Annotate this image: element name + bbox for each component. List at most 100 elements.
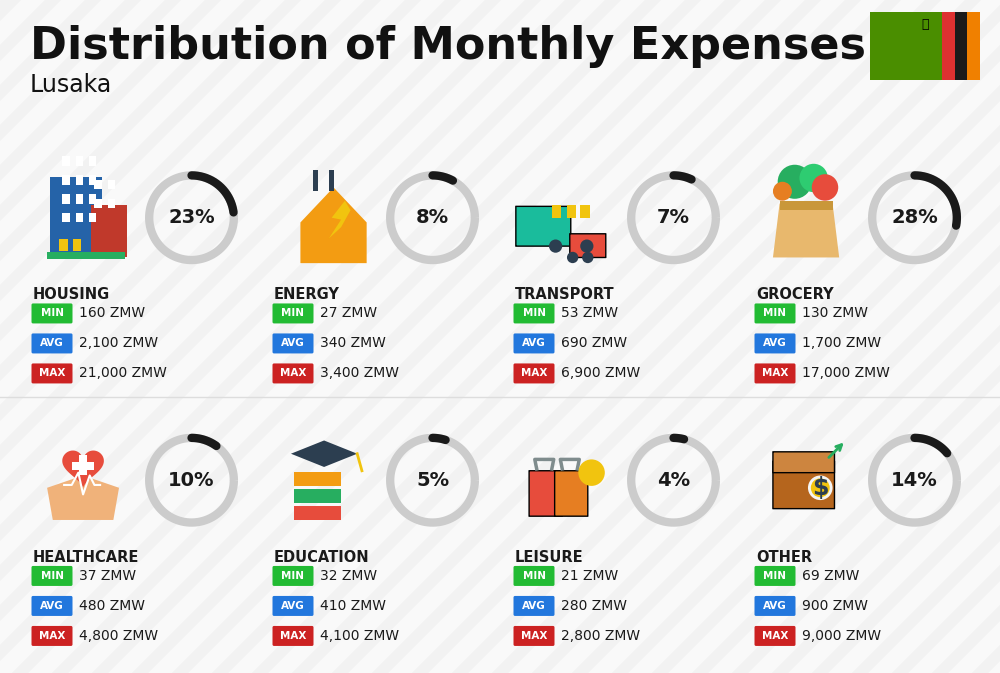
Bar xyxy=(59,238,68,251)
FancyBboxPatch shape xyxy=(516,207,571,246)
Text: 6,900 ZMW: 6,900 ZMW xyxy=(561,366,640,380)
Text: 690 ZMW: 690 ZMW xyxy=(561,336,627,351)
FancyBboxPatch shape xyxy=(32,363,72,384)
Bar xyxy=(62,194,70,203)
Text: 8%: 8% xyxy=(416,208,449,227)
Text: AVG: AVG xyxy=(763,601,787,611)
FancyBboxPatch shape xyxy=(272,333,314,353)
FancyBboxPatch shape xyxy=(32,333,72,353)
FancyBboxPatch shape xyxy=(272,363,314,384)
Text: AVG: AVG xyxy=(522,339,546,349)
Text: MIN: MIN xyxy=(522,308,546,318)
Text: 7%: 7% xyxy=(657,208,690,227)
FancyBboxPatch shape xyxy=(32,626,72,646)
Bar xyxy=(580,205,590,218)
Polygon shape xyxy=(773,203,839,258)
Circle shape xyxy=(808,476,833,500)
Circle shape xyxy=(580,240,593,253)
Bar xyxy=(62,213,70,223)
FancyBboxPatch shape xyxy=(514,363,554,384)
Polygon shape xyxy=(329,201,351,238)
Bar xyxy=(47,252,125,259)
Circle shape xyxy=(578,460,605,486)
Text: MIN: MIN xyxy=(282,308,304,318)
Bar xyxy=(79,455,87,476)
Circle shape xyxy=(567,252,578,263)
Text: MAX: MAX xyxy=(280,631,306,641)
Text: MAX: MAX xyxy=(280,368,306,378)
FancyBboxPatch shape xyxy=(755,566,796,586)
Text: 14%: 14% xyxy=(891,470,938,490)
Bar xyxy=(294,489,341,503)
Text: AVG: AVG xyxy=(763,339,787,349)
Bar xyxy=(780,201,833,210)
Bar xyxy=(50,177,102,258)
Polygon shape xyxy=(47,476,119,520)
FancyBboxPatch shape xyxy=(514,626,554,646)
Text: 17,000 ZMW: 17,000 ZMW xyxy=(802,366,890,380)
Text: MIN: MIN xyxy=(764,571,786,581)
Bar xyxy=(76,194,83,203)
FancyBboxPatch shape xyxy=(755,333,796,353)
Bar xyxy=(89,213,96,223)
Text: ENERGY: ENERGY xyxy=(274,287,340,302)
Text: Distribution of Monthly Expenses: Distribution of Monthly Expenses xyxy=(30,25,866,68)
Bar xyxy=(942,12,955,80)
FancyBboxPatch shape xyxy=(773,452,834,472)
Text: 32 ZMW: 32 ZMW xyxy=(320,569,377,583)
Text: 53 ZMW: 53 ZMW xyxy=(561,306,618,320)
FancyBboxPatch shape xyxy=(272,304,314,324)
Circle shape xyxy=(773,182,792,201)
Text: 21 ZMW: 21 ZMW xyxy=(561,569,618,583)
Text: MIN: MIN xyxy=(282,571,304,581)
Text: MIN: MIN xyxy=(40,571,64,581)
Circle shape xyxy=(811,479,830,497)
Text: 27 ZMW: 27 ZMW xyxy=(320,306,377,320)
Bar xyxy=(76,175,83,184)
FancyBboxPatch shape xyxy=(32,304,72,324)
Bar xyxy=(94,199,102,208)
Bar xyxy=(72,462,94,470)
Text: 4,100 ZMW: 4,100 ZMW xyxy=(320,629,399,643)
FancyBboxPatch shape xyxy=(755,596,796,616)
FancyBboxPatch shape xyxy=(514,333,554,353)
FancyBboxPatch shape xyxy=(32,566,72,586)
Circle shape xyxy=(812,174,838,201)
FancyBboxPatch shape xyxy=(514,304,554,324)
Text: 23%: 23% xyxy=(168,208,215,227)
Circle shape xyxy=(315,444,334,463)
Bar xyxy=(108,199,115,208)
Bar xyxy=(108,180,115,189)
Text: TRANSPORT: TRANSPORT xyxy=(515,287,615,302)
Bar xyxy=(91,205,127,258)
Text: 9,000 ZMW: 9,000 ZMW xyxy=(802,629,881,643)
Text: 2,100 ZMW: 2,100 ZMW xyxy=(79,336,158,351)
Text: 🦅: 🦅 xyxy=(921,17,929,31)
Text: 130 ZMW: 130 ZMW xyxy=(802,306,868,320)
Text: AVG: AVG xyxy=(522,601,546,611)
Bar xyxy=(329,170,334,191)
Text: 160 ZMW: 160 ZMW xyxy=(79,306,145,320)
Text: MIN: MIN xyxy=(764,308,786,318)
Polygon shape xyxy=(291,441,357,467)
Text: 37 ZMW: 37 ZMW xyxy=(79,569,136,583)
Text: 3,400 ZMW: 3,400 ZMW xyxy=(320,366,399,380)
Text: 280 ZMW: 280 ZMW xyxy=(561,599,627,613)
Bar xyxy=(76,213,83,223)
Bar xyxy=(552,205,561,218)
FancyBboxPatch shape xyxy=(514,596,554,616)
FancyBboxPatch shape xyxy=(570,234,606,258)
Bar xyxy=(870,12,980,80)
Polygon shape xyxy=(300,188,367,263)
Text: AVG: AVG xyxy=(281,601,305,611)
Text: $: $ xyxy=(812,476,829,500)
Bar xyxy=(89,175,96,184)
Text: 340 ZMW: 340 ZMW xyxy=(320,336,386,351)
Bar xyxy=(89,156,96,166)
Text: 900 ZMW: 900 ZMW xyxy=(802,599,868,613)
Text: 480 ZMW: 480 ZMW xyxy=(79,599,145,613)
FancyBboxPatch shape xyxy=(555,470,588,516)
Text: 21,000 ZMW: 21,000 ZMW xyxy=(79,366,167,380)
Text: 2,800 ZMW: 2,800 ZMW xyxy=(561,629,640,643)
Text: MAX: MAX xyxy=(39,631,65,641)
